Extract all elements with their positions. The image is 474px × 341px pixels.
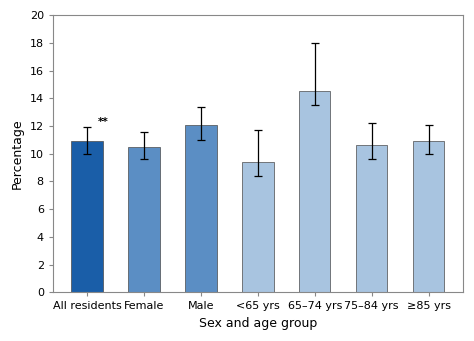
X-axis label: Sex and age group: Sex and age group bbox=[199, 317, 317, 330]
Bar bbox=[299, 91, 330, 292]
Bar bbox=[413, 141, 444, 292]
Bar bbox=[185, 124, 217, 292]
Bar bbox=[356, 145, 387, 292]
Y-axis label: Percentage: Percentage bbox=[11, 118, 24, 189]
Bar bbox=[128, 147, 160, 292]
Bar bbox=[72, 141, 103, 292]
Text: **: ** bbox=[97, 117, 108, 127]
Bar bbox=[242, 162, 273, 292]
